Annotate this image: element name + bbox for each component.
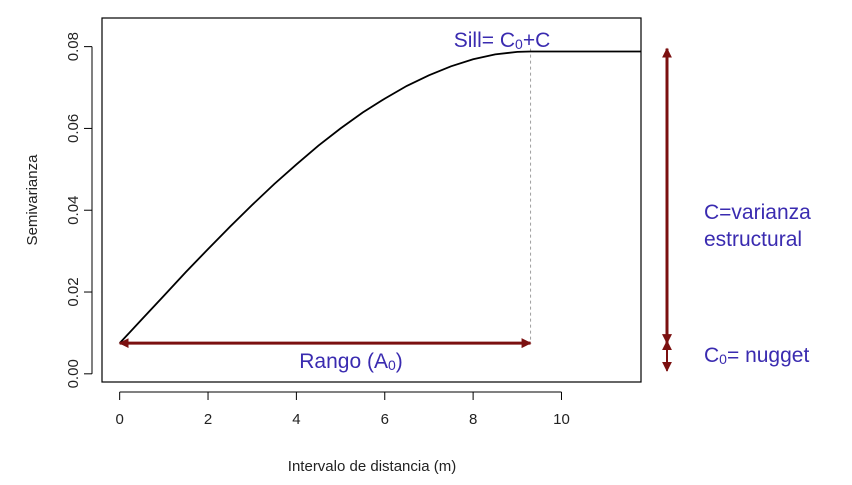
x-axis-title: Intervalo de distancia (m) — [288, 458, 456, 475]
y-axis-title: Semivarianza — [24, 154, 41, 246]
x-tick-label: 6 — [381, 411, 389, 428]
x-tick-label: 4 — [292, 411, 300, 428]
structural-variance-label-line1: C=varianza — [704, 201, 811, 224]
semivariogram-curve — [119, 50, 641, 344]
nugget-annotation: C0= nugget — [704, 344, 809, 367]
x-tick-label: 8 — [469, 411, 477, 428]
y-tick-label: 0.00 — [65, 359, 82, 388]
x-tick-label: 2 — [204, 411, 212, 428]
y-axis: 0.00 0.02 0.04 0.06 0.08 — [65, 32, 93, 388]
plot-frame — [101, 17, 642, 383]
y-tick-label: 0.02 — [65, 277, 82, 306]
structural-variance-label-line2: estructural — [704, 228, 802, 251]
y-tick-label: 0.08 — [65, 32, 82, 61]
x-tick-label: 10 — [553, 411, 570, 428]
y-tick-label: 0.04 — [65, 196, 82, 225]
sill-annotation: Sill= C0+C — [454, 29, 551, 52]
y-tick-label: 0.06 — [65, 114, 82, 143]
x-axis: 0 2 4 6 8 10 — [116, 391, 570, 428]
range-annotation: Rango (A0) — [299, 350, 403, 373]
x-tick-label: 0 — [116, 411, 124, 428]
